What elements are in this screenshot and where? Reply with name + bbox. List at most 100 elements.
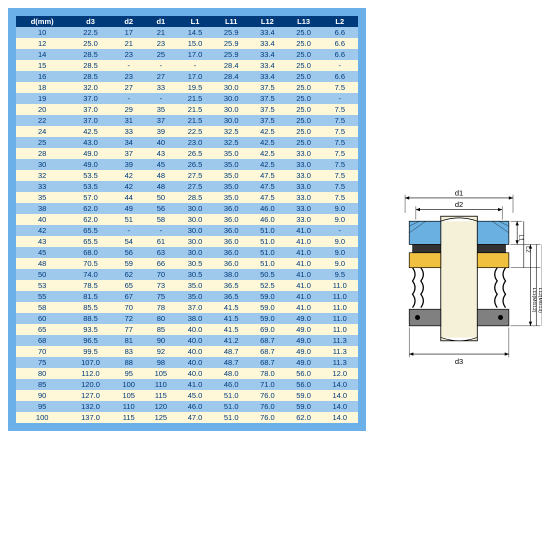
table-cell: 18: [16, 82, 68, 93]
table-cell: 65.5: [68, 236, 112, 247]
table-cell: 46.0: [249, 214, 285, 225]
table-row: 7099.5839240.048.768.749.011.3: [16, 346, 358, 357]
table-cell: 9.0: [322, 258, 358, 269]
table-cell: 20: [16, 104, 68, 115]
table-cell: 44: [113, 192, 145, 203]
dim-d2: d2: [455, 200, 463, 209]
table-cell: 30.5: [177, 269, 213, 280]
table-cell: 25.0: [285, 27, 321, 38]
table-cell: 41.5: [213, 324, 249, 335]
table-cell: 53: [16, 280, 68, 291]
table-cell: 51.0: [249, 258, 285, 269]
table-cell: 11.0: [322, 302, 358, 313]
table-cell: -: [322, 225, 358, 236]
table-cell: 76.0: [249, 401, 285, 412]
table-cell: 33: [145, 82, 177, 93]
table-cell: 25: [145, 49, 177, 60]
table-cell: 98: [145, 357, 177, 368]
table-cell: 23: [113, 49, 145, 60]
table-row: 100137.011512547.051.076.062.014.0: [16, 412, 358, 423]
table-cell: 25.9: [213, 27, 249, 38]
table-cell: 30.0: [177, 247, 213, 258]
table-cell: 7.5: [322, 137, 358, 148]
table-cell: 51.0: [249, 225, 285, 236]
table-cell: 47.5: [249, 181, 285, 192]
table-cell: 19.5: [177, 82, 213, 93]
table-cell: 36.0: [213, 258, 249, 269]
table-cell: 41.5: [213, 302, 249, 313]
table-cell: 49.0: [285, 357, 321, 368]
table-cell: 59.0: [249, 302, 285, 313]
table-cell: 78: [145, 302, 177, 313]
table-cell: 49.0: [285, 346, 321, 357]
table-cell: 26.5: [177, 159, 213, 170]
table-cell: 41.0: [285, 269, 321, 280]
table-cell: 9.5: [322, 269, 358, 280]
table-row: 1428.5232517.025.933.425.06.6: [16, 49, 358, 60]
table-header-cell: d(mm): [16, 16, 68, 27]
table-cell: 49: [113, 203, 145, 214]
table-cell: 32: [16, 170, 68, 181]
table-cell: 38.0: [177, 313, 213, 324]
table-cell: 22: [16, 115, 68, 126]
table-cell: 11.3: [322, 357, 358, 368]
table-cell: 16: [16, 71, 68, 82]
table-cell: 90: [145, 335, 177, 346]
table-cell: 27: [113, 82, 145, 93]
table-cell: 96.5: [68, 335, 112, 346]
table-cell: 28.4: [213, 60, 249, 71]
table-row: 1528.5---28.433.425.0-: [16, 60, 358, 71]
table-cell: 29: [113, 104, 145, 115]
table-row: 2849.0374326.535.042.533.07.5: [16, 148, 358, 159]
table-row: 3862.0495630.036.046.033.09.0: [16, 203, 358, 214]
table-cell: 49.0: [68, 159, 112, 170]
table-cell: 30.0: [177, 203, 213, 214]
table-cell: 37.0: [68, 93, 112, 104]
table-cell: -: [145, 93, 177, 104]
table-cell: 62.0: [285, 412, 321, 423]
table-cell: 37: [145, 115, 177, 126]
table-cell: 36.0: [213, 214, 249, 225]
table-cell: 55: [16, 291, 68, 302]
table-cell: 49.0: [285, 324, 321, 335]
table-cell: 50: [145, 192, 177, 203]
dim-L1: L1: [518, 234, 524, 240]
table-cell: 40.0: [177, 346, 213, 357]
table-cell: 17.0: [177, 49, 213, 60]
table-cell: 41.0: [285, 236, 321, 247]
table-cell: 40.0: [177, 335, 213, 346]
table-cell: 22.5: [68, 27, 112, 38]
table-cell: 31: [113, 115, 145, 126]
table-cell: 67: [113, 291, 145, 302]
table-cell: 92: [145, 346, 177, 357]
table-cell: 93.5: [68, 324, 112, 335]
table-cell: 27: [145, 71, 177, 82]
table-cell: 25.0: [285, 82, 321, 93]
dim-L2: L2: [524, 246, 530, 252]
table-cell: 81: [113, 335, 145, 346]
table-cell: 7.5: [322, 181, 358, 192]
table-cell: 28: [16, 148, 68, 159]
table-cell: 77: [113, 324, 145, 335]
table-cell: 25.0: [285, 71, 321, 82]
table-cell: 56: [113, 247, 145, 258]
table-cell: 14.0: [322, 379, 358, 390]
table-cell: 62: [113, 269, 145, 280]
table-cell: -: [322, 60, 358, 71]
table-cell: 43: [16, 236, 68, 247]
table-row: 2237.0313721.530.037.525.07.5: [16, 115, 358, 126]
table-cell: 80: [145, 313, 177, 324]
table-cell: 43: [145, 148, 177, 159]
table-cell: 42: [113, 181, 145, 192]
table-cell: 25.0: [285, 60, 321, 71]
table-row: 4265.5--30.036.051.041.0-: [16, 225, 358, 236]
table-cell: 37.0: [177, 302, 213, 313]
seal-diagram: d1 d2: [376, 188, 542, 373]
table-cell: 35.0: [213, 159, 249, 170]
table-cell: 48.0: [213, 368, 249, 379]
table-cell: 63: [145, 247, 177, 258]
table-cell: 100: [113, 379, 145, 390]
table-cell: 32.5: [213, 126, 249, 137]
table-row: 3253.5424827.535.047.533.07.5: [16, 170, 358, 181]
table-cell: 99.5: [68, 346, 112, 357]
